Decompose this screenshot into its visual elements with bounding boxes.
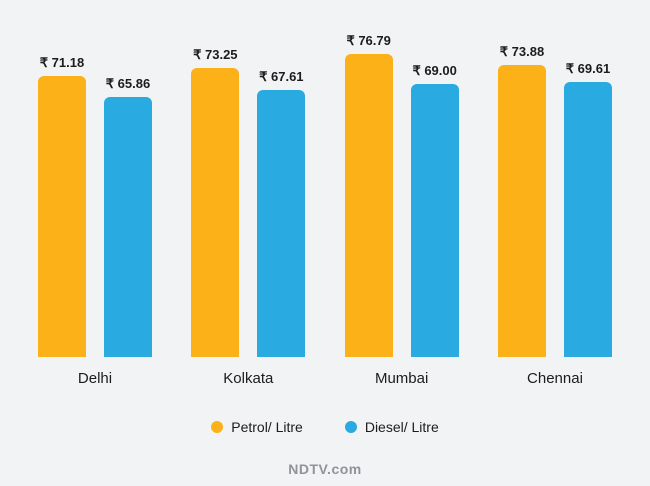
- petrol-value-label: ₹ 73.25: [193, 47, 238, 62]
- chart-groups: ₹ 71.18 ₹ 65.86 Delhi ₹ 73.25 ₹ 67.61 Kolkata…: [0, 33, 650, 387]
- petrol-bar: [344, 54, 393, 357]
- legend-label-diesel: Diesel/ Litre: [364, 419, 439, 435]
- legend-item-petrol: Petrol/ Litre: [211, 419, 303, 435]
- footer: NDTV.com: [0, 461, 650, 477]
- category-label: Chennai: [527, 370, 583, 387]
- diesel-value-label: ₹ 65.86: [105, 76, 151, 91]
- diesel-value-label: ₹ 69.61: [565, 61, 611, 76]
- category-label: Kolkata: [223, 370, 274, 387]
- diesel-bar: [410, 84, 459, 357]
- category-label: Delhi: [77, 370, 113, 387]
- petrol-legend-dot: [211, 421, 224, 433]
- bar-group-kolkata: ₹ 73.25 ₹ 67.61 Kolkata: [191, 47, 306, 387]
- petrol-value-label: ₹ 71.18: [39, 55, 85, 70]
- bar-group-delhi: ₹ 71.18 ₹ 65.86 Delhi: [38, 55, 152, 387]
- diesel-bar: [104, 97, 152, 357]
- petrol-bar: [497, 65, 546, 357]
- petrol-bar: [38, 76, 86, 357]
- petrol-value-label: ₹ 73.88: [499, 44, 545, 59]
- legend-item-diesel: Diesel/ Litre: [344, 419, 439, 435]
- diesel-bar: [563, 82, 612, 357]
- bar-group-chennai: ₹ 73.88 ₹ 69.61 Chennai: [497, 44, 612, 387]
- category-label: Mumbai: [374, 370, 429, 387]
- diesel-value-label: ₹ 67.61: [259, 69, 304, 84]
- diesel-value-label: ₹ 69.00: [412, 63, 457, 78]
- ndtv-logo: NDTV.com: [288, 461, 362, 477]
- legend: Petrol/ Litre Diesel/ Litre: [0, 419, 650, 435]
- diesel-bar: [257, 90, 306, 357]
- bar-group-mumbai: ₹ 76.79 ₹ 69.00 Mumbai: [344, 33, 459, 387]
- fuel-price-chart: ₹ 71.18 ₹ 65.86 Delhi ₹ 73.25 ₹ 67.61 Kolkata…: [0, 33, 650, 486]
- diesel-legend-dot: [344, 421, 357, 433]
- legend-label-petrol: Petrol/ Litre: [231, 419, 303, 435]
- petrol-bar: [191, 68, 240, 357]
- petrol-value-label: ₹ 76.79: [346, 33, 391, 48]
